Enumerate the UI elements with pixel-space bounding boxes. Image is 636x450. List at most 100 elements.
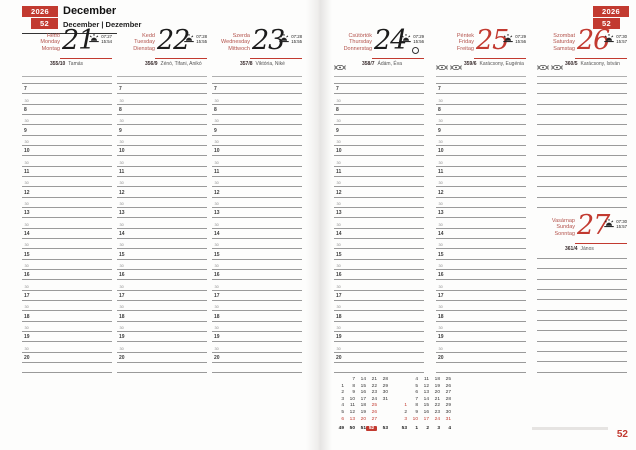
time-slot: 9 [22, 125, 112, 136]
mini-week-row: 6 13 20 27 [333, 417, 388, 424]
week-badge-left: 52 [31, 18, 58, 29]
time-label: 14 [336, 230, 342, 237]
mini-date: 12 [349, 409, 355, 415]
time-slot: 16 [212, 270, 302, 281]
mini-month: 7 14 21 28 1 8 15 22 29 2 9 16 23 30 3 10 17 24 31 4 11 18 25 5… [333, 377, 388, 431]
time-slot: 30 [22, 94, 112, 105]
time-label: 30 [119, 263, 124, 268]
time-label: 19 [438, 334, 444, 341]
day-column: Hétfő Monday Montag 21 07:27 15:54 355/10 Tamás… [22, 26, 112, 375]
mini-date: 25 [371, 403, 377, 409]
time-label: 30 [24, 139, 29, 144]
time-label: 30 [214, 243, 219, 248]
page-gutter-shadow [306, 0, 332, 450]
time-slot: 8 [22, 105, 112, 115]
time-slot: 30 [334, 136, 424, 146]
mini-date: 7 [415, 396, 418, 402]
time-slot: 18 [22, 311, 112, 322]
mini-week-row: 4 11 18 25 [396, 377, 451, 384]
time-slot: 30 [334, 177, 424, 188]
day-of-year: 356/9 [145, 60, 158, 67]
header-divider [117, 76, 207, 77]
time-slot: 10 [334, 146, 424, 157]
day-meta: 361/4 János [565, 246, 631, 252]
time-slot: 30 [334, 198, 424, 208]
date-underline [372, 58, 424, 60]
day-meta: 360/5 Karácsony, István [565, 61, 631, 67]
sun-icon [184, 34, 194, 43]
time-slot: 30 [22, 177, 112, 188]
time-slot: 11 [22, 167, 112, 177]
time-slot: 30 [436, 218, 526, 229]
time-slot: 13 [334, 208, 424, 219]
time-slot: 30 [334, 115, 424, 126]
time-label: 15 [214, 251, 220, 258]
time-label: 18 [336, 313, 342, 320]
time-slot [537, 84, 627, 95]
day-header: Szerda Wednesday Mittwoch 23 07:28 15:55 357/8… [212, 26, 302, 76]
time-slot: 30 [22, 280, 112, 291]
mini-date: 17 [423, 416, 429, 422]
time-slot: 17 [334, 291, 424, 301]
time-slot: 30 [117, 115, 207, 126]
time-grid: 7 30 8 30 9 30 10 30 11 30 12 30 13 30 14 30 15 30 16 30 17 3… [436, 83, 526, 374]
time-slot: 20 [436, 353, 526, 363]
mini-date: 29 [445, 403, 451, 409]
time-slot [537, 105, 627, 115]
time-slot: 10 [436, 146, 526, 157]
header-underline [22, 33, 117, 34]
time-label: 19 [214, 334, 220, 341]
sun-times-block: 07:29 15:56 [401, 34, 424, 45]
full-moon-icon [412, 47, 419, 54]
time-slot: 30 [117, 94, 207, 105]
time-slot [537, 331, 627, 342]
day-number: 24 [374, 25, 407, 56]
time-label: 17 [24, 292, 30, 299]
time-label: 8 [336, 106, 339, 113]
mini-week-row: 2 9 16 23 30 [396, 410, 451, 417]
time-label: 30 [119, 119, 124, 124]
time-label: 30 [24, 98, 29, 103]
time-slot: 30 [22, 260, 112, 270]
time-slot: 14 [22, 229, 112, 239]
day-meta: 356/9 Zénó, Tifani, Anikó [145, 61, 211, 67]
time-slot: 15 [334, 249, 424, 260]
mini-date: 14 [423, 396, 429, 402]
sun-times-block: 07:30 15:57 [604, 34, 627, 45]
time-slot: 14 [117, 229, 207, 239]
time-label: 8 [119, 106, 122, 113]
time-slot: 14 [212, 229, 302, 239]
time-slot: 15 [22, 249, 112, 260]
time-slot: 30 [212, 280, 302, 291]
time-label: 30 [438, 346, 443, 351]
mini-date: 14 [360, 377, 366, 382]
mini-date: 28 [445, 396, 451, 402]
time-slot: 30 [436, 136, 526, 146]
time-label: 11 [214, 168, 220, 175]
mini-week-row: 5 12 19 26 [396, 384, 451, 391]
time-grid: 7 30 8 30 9 30 10 30 11 30 12 30 13 30 14 30 15 30 16 30 17 3… [117, 83, 207, 374]
mini-week-numbers: 53 1 2 3 4 [396, 426, 451, 431]
day-name: Wednesday [221, 39, 250, 46]
time-slot: 30 [436, 342, 526, 353]
day-name: Monday [40, 39, 60, 46]
time-label: 30 [119, 139, 124, 144]
time-label: 19 [24, 334, 30, 341]
day-column: Kedd Tuesday Dienstag 22 07:28 15:55 356/9 Zénó… [117, 26, 207, 375]
time-label: 30 [214, 98, 219, 103]
time-slot [436, 363, 526, 374]
time-slot: 30 [117, 239, 207, 250]
time-slot: 30 [436, 280, 526, 291]
time-slot: 16 [22, 270, 112, 281]
mini-date [377, 403, 388, 410]
time-label: 12 [336, 189, 342, 196]
time-label: 10 [336, 148, 342, 155]
mini-date: 20 [434, 390, 440, 396]
year-badge-right: 2026 [593, 6, 629, 17]
time-slot [22, 363, 112, 374]
time-label: 30 [214, 119, 219, 124]
time-label: 30 [119, 98, 124, 103]
nameday: Karácsony, Eugénia [479, 60, 524, 67]
time-label: 30 [438, 222, 443, 227]
time-slot: 30 [212, 342, 302, 353]
